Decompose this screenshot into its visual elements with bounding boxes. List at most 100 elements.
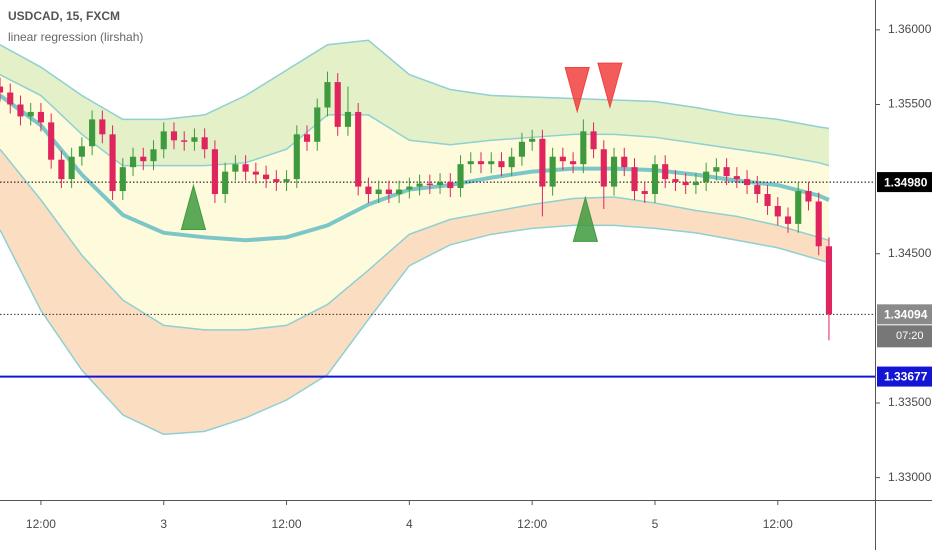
candle-body <box>795 191 802 224</box>
candle-body <box>406 186 413 190</box>
candle-body <box>99 119 106 135</box>
candle-body <box>580 131 587 165</box>
price-label-bg <box>877 366 932 387</box>
chart-title: USDCAD, 15, FXCM <box>8 9 120 23</box>
candle-body <box>242 164 249 172</box>
band-fill <box>0 149 829 435</box>
candle-body <box>375 189 382 195</box>
plot-area <box>0 39 875 436</box>
candle-body <box>764 194 771 206</box>
price-label-bg <box>877 172 932 193</box>
x-tick-label: 12:00 <box>272 517 302 531</box>
x-tick-label: 4 <box>406 517 413 531</box>
candle-body <box>559 156 566 162</box>
candle-body <box>662 164 669 180</box>
y-tick-label: 1.36000 <box>888 22 932 36</box>
candle-body <box>508 156 515 168</box>
countdown-bg <box>877 325 932 348</box>
candle-body <box>754 185 761 195</box>
candle-body <box>529 138 536 142</box>
candle-body <box>344 111 352 127</box>
candle-body <box>283 179 290 183</box>
y-tick-label: 1.35500 <box>888 97 932 111</box>
candle-body <box>201 137 208 150</box>
candle-body <box>744 179 751 186</box>
candle-body <box>651 164 659 195</box>
candle-body <box>211 149 218 195</box>
candle-body <box>293 134 300 180</box>
candle-body <box>805 191 812 202</box>
candle-body <box>37 111 45 123</box>
candle-body <box>703 171 710 183</box>
price-label: 1.34980 <box>884 175 928 189</box>
candle-body <box>631 167 638 192</box>
candle-body <box>570 161 577 165</box>
candle-body <box>498 161 505 168</box>
candle-body <box>150 149 157 162</box>
candle-body <box>600 149 607 187</box>
candle-body <box>621 156 628 168</box>
candle-body <box>713 167 720 172</box>
signal-marker <box>180 183 207 230</box>
signal-marker <box>564 67 590 114</box>
candle-body <box>273 179 280 183</box>
candle-body <box>733 176 740 180</box>
candle-body <box>815 201 822 247</box>
candle-body <box>0 86 4 93</box>
band-line <box>0 148 830 331</box>
candle-body <box>140 156 147 162</box>
candle-body <box>396 189 403 195</box>
candle-body <box>78 146 85 157</box>
candle-body <box>672 179 679 183</box>
candle-body <box>355 111 362 187</box>
candle-body <box>48 122 55 160</box>
x-tick-label: 5 <box>652 517 659 531</box>
candle-body <box>641 191 648 195</box>
countdown-label: 07:20 <box>896 330 924 342</box>
price-label: 1.33677 <box>884 370 928 384</box>
candle-body <box>119 167 126 192</box>
signal-marker <box>597 62 623 109</box>
y-tick-label: 1.33000 <box>888 470 932 484</box>
band-line <box>0 224 830 436</box>
candle-body <box>263 174 270 180</box>
candle-body <box>436 182 444 186</box>
candle-body <box>324 82 331 108</box>
price-label-bg <box>877 304 932 325</box>
candle-body <box>682 182 689 186</box>
candle-body <box>181 140 188 142</box>
candle-body <box>89 119 96 147</box>
indicator-name: linear regression (lirshah) <box>8 30 143 44</box>
candle-body <box>129 156 137 168</box>
candle-body <box>160 131 167 150</box>
y-tick-label: 1.33500 <box>888 395 932 409</box>
candle-body <box>303 134 311 142</box>
band-line <box>0 39 830 130</box>
x-tick-label: 3 <box>160 517 167 531</box>
candle-body <box>27 111 34 117</box>
candle-body <box>488 161 495 165</box>
candle-body <box>416 183 423 187</box>
candle-body <box>457 164 464 189</box>
candle-body <box>58 159 65 180</box>
candle-body <box>68 156 75 180</box>
candle-body <box>222 171 229 195</box>
candle-body <box>692 182 699 186</box>
candle-body <box>385 189 392 195</box>
candle-body <box>723 167 730 177</box>
candle-body <box>7 92 14 105</box>
x-tick-label: 12:00 <box>763 517 793 531</box>
candle-body <box>252 171 259 175</box>
candle-body <box>784 216 792 224</box>
candle-body <box>426 183 433 186</box>
price-label: 1.34094 <box>884 308 928 322</box>
candle-body <box>191 137 198 142</box>
band-fill <box>0 74 829 330</box>
candle-body <box>232 164 239 172</box>
candle-body <box>17 104 24 117</box>
candle-body <box>610 156 618 187</box>
candle-body <box>549 156 556 187</box>
candle-body <box>774 205 781 217</box>
